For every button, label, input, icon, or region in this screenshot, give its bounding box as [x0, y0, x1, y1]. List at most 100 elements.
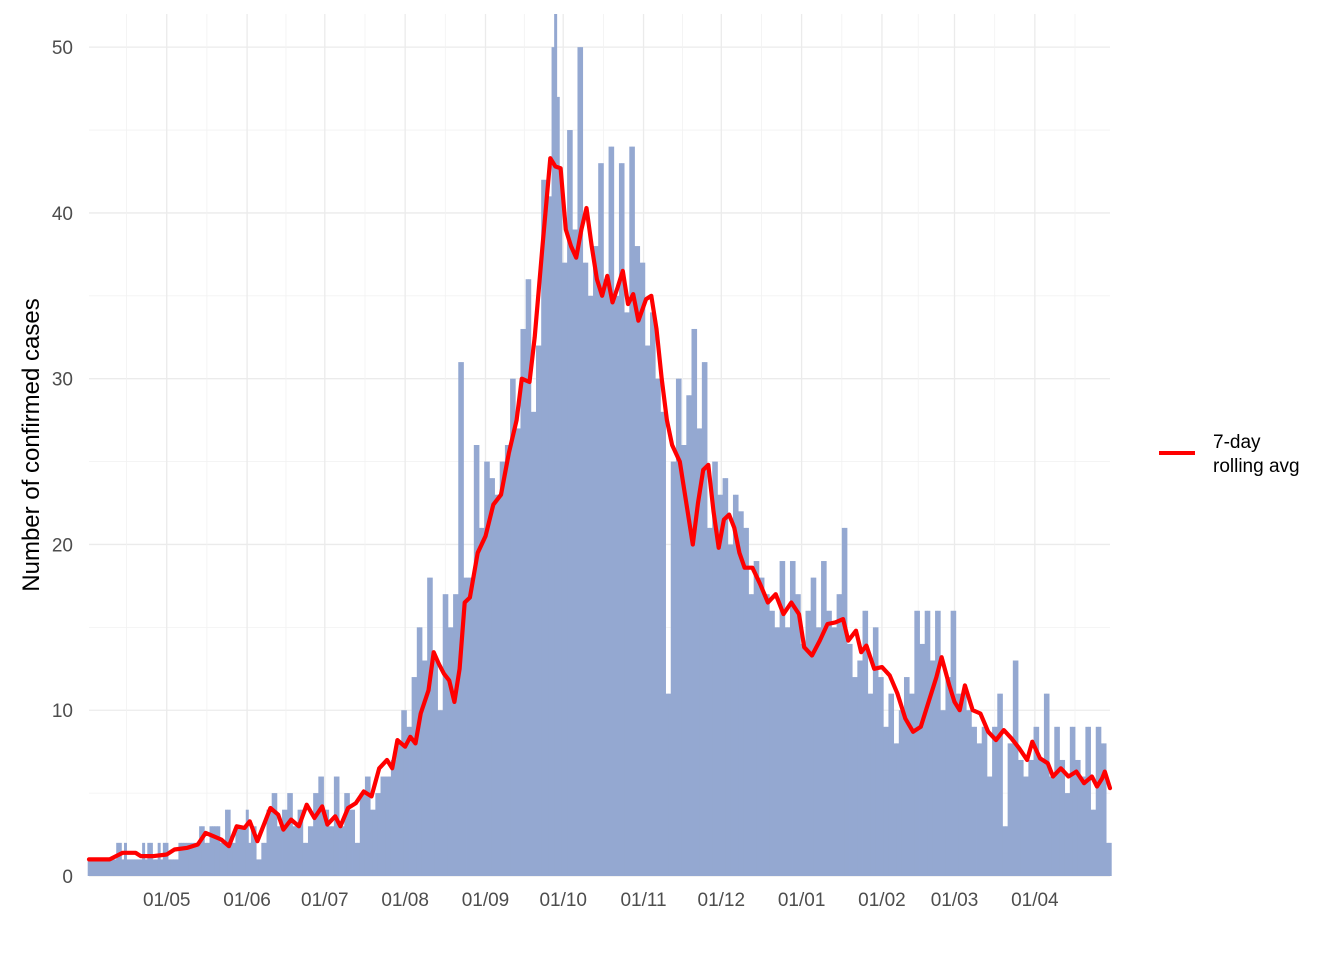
bar: [582, 262, 586, 877]
bar: [282, 809, 286, 876]
bar: [131, 859, 135, 876]
bar: [735, 494, 739, 876]
bar: [548, 196, 552, 876]
rolling-average: [86, 156, 1113, 862]
bar: [442, 594, 446, 876]
bar: [411, 677, 415, 876]
bar: [178, 842, 182, 876]
bar: [639, 262, 643, 877]
bar: [857, 660, 861, 876]
legend: 7-day rolling avg: [1159, 432, 1300, 477]
bar: [948, 677, 952, 876]
bar: [310, 826, 314, 876]
y-tick-label: 50: [52, 38, 73, 59]
bar: [139, 859, 143, 876]
bar: [992, 726, 996, 876]
bar: [126, 859, 130, 876]
bar: [556, 96, 560, 876]
bar: [958, 693, 962, 876]
bar: [1046, 693, 1050, 876]
bar: [497, 494, 501, 876]
bar: [738, 511, 742, 876]
bar: [1056, 726, 1060, 876]
bar: [455, 594, 459, 876]
legend-label-line: 7-day: [1213, 432, 1261, 453]
bar: [289, 793, 293, 876]
bar: [966, 710, 970, 876]
bar: [90, 859, 94, 876]
bar: [681, 445, 685, 876]
bar: [87, 859, 91, 876]
bar: [406, 726, 410, 876]
bar: [248, 842, 252, 876]
bar: [354, 842, 358, 876]
bar: [352, 809, 356, 876]
bar: [929, 660, 933, 876]
bar: [637, 246, 641, 877]
bar: [123, 842, 127, 876]
bar: [276, 826, 280, 876]
bar: [1093, 809, 1097, 876]
bar: [212, 826, 216, 876]
bar: [113, 859, 117, 876]
bar: [152, 859, 156, 876]
y-axis-ticks: 0 10 20 30 40 50: [52, 38, 73, 888]
bar: [434, 660, 438, 876]
bar: [634, 246, 638, 877]
bar: [1103, 743, 1107, 876]
bar: [694, 328, 698, 876]
bar: [144, 859, 148, 876]
bar: [398, 743, 402, 876]
bar: [865, 610, 869, 876]
bar: [458, 362, 462, 877]
y-tick-label: 0: [62, 867, 73, 888]
x-tick-label: 01/01: [778, 890, 826, 911]
bar: [235, 826, 239, 876]
bar: [538, 345, 542, 876]
bar: [655, 378, 659, 876]
bar: [577, 47, 581, 876]
bar: [385, 776, 389, 876]
bar: [416, 627, 420, 876]
bar: [834, 627, 838, 876]
bar: [960, 693, 964, 876]
bar: [903, 677, 907, 876]
bar: [269, 809, 273, 876]
bar: [266, 809, 270, 876]
bar: [1098, 726, 1102, 876]
bar: [1069, 726, 1073, 876]
bar: [1075, 759, 1079, 876]
bar: [1072, 726, 1076, 876]
bar: [1106, 842, 1110, 876]
bar: [1036, 726, 1040, 876]
bar: [616, 295, 620, 876]
bar: [1059, 759, 1063, 876]
bar: [326, 809, 330, 876]
bar: [546, 196, 550, 876]
bar: [973, 726, 977, 876]
bar: [704, 362, 708, 877]
bar: [98, 859, 102, 876]
y-tick-label: 10: [52, 701, 73, 722]
bar: [499, 461, 503, 876]
bar: [121, 859, 125, 876]
bar: [297, 809, 301, 876]
bar: [686, 395, 690, 876]
bar: [940, 710, 944, 876]
bar: [955, 693, 959, 876]
bar: [888, 693, 892, 876]
bar: [142, 842, 146, 876]
bar: [764, 594, 768, 876]
bar: [885, 726, 889, 876]
bar: [183, 842, 187, 876]
bar: [528, 279, 532, 876]
bar: [745, 527, 749, 876]
bar: [631, 146, 635, 877]
bar: [333, 776, 337, 876]
bar: [323, 809, 327, 876]
bar: [554, 14, 558, 876]
bar: [771, 610, 775, 876]
bar: [201, 826, 205, 876]
bar: [699, 428, 703, 876]
bar: [105, 859, 109, 876]
